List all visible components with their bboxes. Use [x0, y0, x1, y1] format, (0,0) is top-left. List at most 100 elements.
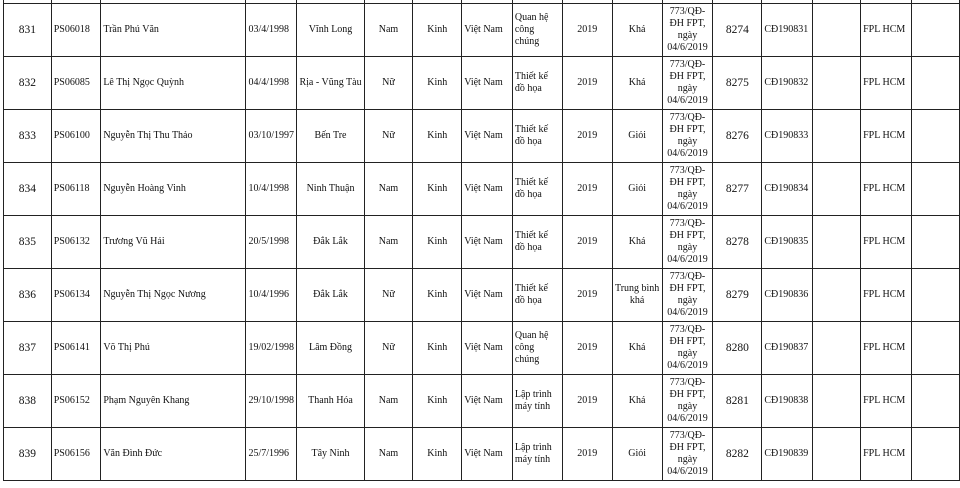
table-row: 833 PS06100 Nguyễn Thị Thu Thảo 03/10/1997 B…	[3, 109, 960, 163]
cell-note	[812, 427, 862, 481]
cell-stt: 836	[3, 268, 52, 322]
cell-dob: 03/10/1997	[245, 109, 298, 163]
cell-decision: 773/QĐ-ĐH FPT, ngày 04/6/2019	[661, 109, 714, 163]
cell-number: 8276	[712, 109, 763, 163]
cell-dob: 19/02/1998	[245, 321, 298, 375]
cell-code: PS06152	[50, 374, 102, 428]
cell-major: Thiết kế đồ họa	[511, 162, 563, 216]
cell-ethnicity: Kinh	[412, 215, 463, 269]
cell-campus: FPL HCM	[860, 321, 912, 375]
cell-gender: Nữ	[363, 321, 414, 375]
cell-dob: 03/4/1998	[245, 3, 298, 57]
cell-ethnicity: Kinh	[412, 427, 463, 481]
cell-year: 2019	[561, 321, 613, 375]
cell-year: 2019	[561, 109, 613, 163]
cell-name: Phạm Nguyên Khang	[100, 374, 247, 428]
cell-campus: FPL HCM	[860, 374, 912, 428]
cell-number: 8280	[712, 321, 763, 375]
cell-campus: FPL HCM	[860, 215, 912, 269]
cell-ethnicity: Kinh	[412, 162, 463, 216]
cell-cert: CĐ190831	[761, 3, 814, 57]
cell-rank: Khá	[611, 374, 663, 428]
cell-rank: Giỏi	[611, 427, 663, 481]
cell-dob: 10/4/1998	[245, 162, 298, 216]
cell-name: Văn Đình Đức	[100, 427, 247, 481]
cell-number: 8275	[712, 56, 763, 110]
cell-extra	[910, 109, 960, 163]
cell-year: 2019	[561, 215, 613, 269]
cell-number: 8281	[712, 374, 763, 428]
cell-place: Tây Ninh	[296, 427, 365, 481]
cell-note	[812, 321, 862, 375]
cell-campus: FPL HCM	[860, 3, 912, 57]
cell-rank: Giỏi	[611, 109, 663, 163]
cell-year: 2019	[561, 162, 613, 216]
cell-decision: 773/QĐ-ĐH FPT, ngày 04/6/2019	[661, 162, 714, 216]
cell-note	[812, 3, 862, 57]
cell-extra	[910, 321, 960, 375]
cell-decision: 773/QĐ-ĐH FPT, ngày 04/6/2019	[661, 374, 714, 428]
cell-number: 8277	[712, 162, 763, 216]
cell-extra	[910, 215, 960, 269]
cell-year: 2019	[561, 3, 613, 57]
cell-place: Vĩnh Long	[296, 3, 365, 57]
cell-code: PS06132	[50, 215, 102, 269]
cell-gender: Nam	[363, 427, 414, 481]
cell-decision: 773/QĐ-ĐH FPT, ngày 04/6/2019	[661, 215, 714, 269]
cell-place: Rịa - Vũng Tàu	[296, 56, 365, 110]
cell-decision: 773/QĐ-ĐH FPT, ngày 04/6/2019	[661, 3, 714, 57]
cell-decision: 773/QĐ-ĐH FPT, ngày 04/6/2019	[661, 56, 714, 110]
cell-rank: Khá	[611, 56, 663, 110]
cell-year: 2019	[561, 427, 613, 481]
cell-cert: CĐ190834	[761, 162, 814, 216]
cell-campus: FPL HCM	[860, 109, 912, 163]
cell-major: Lập trình máy tính	[511, 427, 563, 481]
cell-place: Bến Tre	[296, 109, 365, 163]
cell-place: Lâm Đồng	[296, 321, 365, 375]
cell-code: PS06118	[50, 162, 102, 216]
cell-dob: 04/4/1998	[245, 56, 298, 110]
cell-cert: CĐ190836	[761, 268, 814, 322]
cell-rank: Giỏi	[611, 162, 663, 216]
cell-major: Quan hệ công chúng	[511, 3, 563, 57]
cell-number: 8279	[712, 268, 763, 322]
cell-name: Nguyễn Hoàng Vinh	[100, 162, 247, 216]
cell-major: Thiết kế đồ họa	[511, 215, 563, 269]
cell-note	[812, 268, 862, 322]
cell-major: Quan hệ công chúng	[511, 321, 563, 375]
cell-cert: CĐ190838	[761, 374, 814, 428]
cell-major: Thiết kế đồ họa	[511, 56, 563, 110]
cell-cert: CĐ190832	[761, 56, 814, 110]
cell-major: Lập trình máy tính	[511, 374, 563, 428]
cell-name: Nguyễn Thị Thu Thảo	[100, 109, 247, 163]
cell-extra	[910, 3, 960, 57]
table-row: 832 PS06085 Lê Thị Ngọc Quỳnh 04/4/1998 Rịa …	[3, 56, 960, 110]
cell-decision: 773/QĐ-ĐH FPT, ngày 04/6/2019	[661, 321, 714, 375]
cell-ethnicity: Kinh	[412, 374, 463, 428]
cell-major: Thiết kế đồ họa	[511, 109, 563, 163]
cell-extra	[910, 268, 960, 322]
cell-rank: Trung bình khá	[611, 268, 663, 322]
cell-ethnicity: Kinh	[412, 56, 463, 110]
cell-gender: Nữ	[363, 268, 414, 322]
cell-name: Trần Phú Văn	[100, 3, 247, 57]
cell-major: Thiết kế đồ họa	[511, 268, 563, 322]
table-row: 834 PS06118 Nguyễn Hoàng Vinh 10/4/1998 Ninh…	[3, 162, 960, 216]
cell-cert: CĐ190835	[761, 215, 814, 269]
cell-rank: Khá	[611, 321, 663, 375]
table-row: 839 PS06156 Văn Đình Đức 25/7/1996 Tây Ninh N…	[3, 427, 960, 481]
cell-stt: 833	[3, 109, 52, 163]
cell-rank: Khá	[611, 3, 663, 57]
cell-note	[812, 162, 862, 216]
cell-code: PS06134	[50, 268, 102, 322]
cell-nationality: Việt Nam	[461, 374, 513, 428]
cell-number: 8282	[712, 427, 763, 481]
table-row: 831 PS06018 Trần Phú Văn 03/4/1998 Vĩnh Long…	[3, 3, 960, 57]
cell-place: Đắk Lắk	[296, 215, 365, 269]
cell-year: 2019	[561, 374, 613, 428]
cell-campus: FPL HCM	[860, 162, 912, 216]
cell-nationality: Việt Nam	[461, 427, 513, 481]
cell-note	[812, 215, 862, 269]
table-row: 838 PS06152 Phạm Nguyên Khang 29/10/1998 Tha…	[3, 374, 960, 428]
cell-ethnicity: Kinh	[412, 109, 463, 163]
